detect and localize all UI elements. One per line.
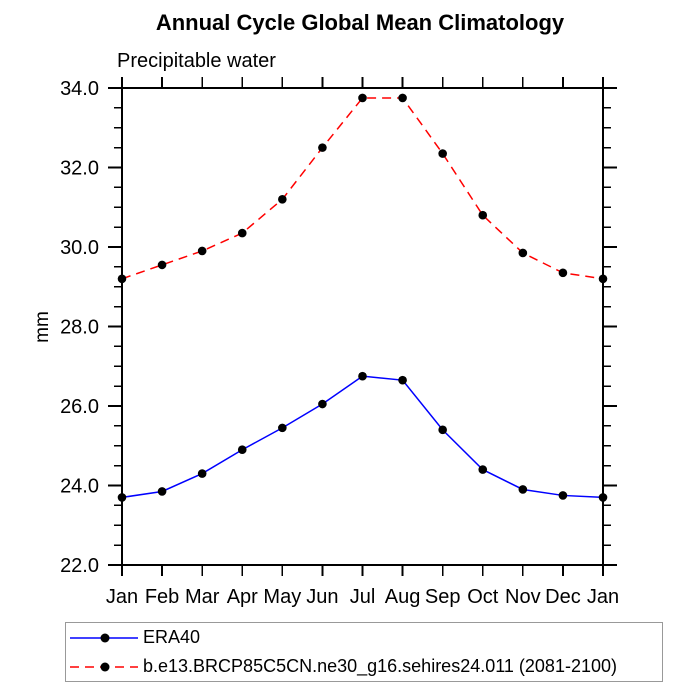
data-point-marker [117,493,127,502]
data-point-marker [278,423,287,433]
legend-box: ERA40 b.e13.BRCP85C5CN.ne30_g16.sehires24… [65,622,663,682]
data-point-marker [398,375,407,385]
legend-marker-dot [100,633,110,642]
chart-subtitle: Precipitable water [117,50,276,72]
data-point-marker [558,268,568,278]
x-tick-label: Dec [545,586,581,608]
y-tick-label: 22.0 [60,555,99,577]
x-tick-label: Sep [425,586,461,608]
x-tick-label: Aug [385,586,421,608]
x-tick-label: Jun [306,586,338,608]
y-tick-label: 34.0 [60,78,99,100]
x-tick-label: Oct [467,586,499,608]
data-point-marker [197,469,207,478]
series-line-0 [121,375,604,499]
legend-row: b.e13.BRCP85C5CN.ne30_g16.sehires24.011 … [68,652,662,681]
data-point-marker [157,260,167,270]
chart-title: Annual Cycle Global Mean Climatology [155,10,565,35]
x-tick-label: Jan [106,586,138,608]
x-tick-label: Mar [185,586,220,608]
data-point-marker [478,210,488,220]
data-point-marker [117,274,127,284]
x-tick-label: Jul [350,586,376,608]
legend-row: ERA40 [68,623,662,652]
data-point-marker [518,248,528,258]
data-point-marker [197,246,207,256]
x-tick-label: Feb [145,586,179,608]
legend-marker-dot [100,662,110,671]
legend-label: ERA40 [143,627,201,647]
legend-sample [70,662,138,671]
data-point-marker [598,274,608,284]
x-tick-label: Apr [227,586,258,608]
y-tick-label: 32.0 [60,158,99,180]
data-point-marker [358,371,367,381]
data-point-marker [237,445,247,455]
y-tick-label: 30.0 [60,237,99,259]
data-point-marker [358,93,367,103]
y-tick-label: 28.0 [60,317,99,339]
data-point-marker [558,491,568,500]
data-point-marker [237,228,247,238]
data-point-marker [157,487,167,496]
legend-sample [70,633,138,642]
y-tick-label: 24.0 [60,476,99,498]
x-tick-label: Nov [505,586,541,608]
data-point-marker [438,425,447,435]
data-point-marker [598,493,608,502]
series-line-1 [121,97,604,280]
x-tick-label: Jan [587,586,619,608]
plot-frame [121,87,604,566]
y-tick-label: 26.0 [60,396,99,418]
data-point-marker [438,149,447,158]
x-tick-label: May [263,586,301,608]
data-point-marker [318,143,327,152]
data-point-marker [478,465,488,474]
data-point-marker [278,195,287,204]
data-point-marker [318,399,327,409]
data-point-marker [518,485,528,494]
data-point-marker [398,93,407,103]
legend-label: b.e13.BRCP85C5CN.ne30_g16.sehires24.011 … [143,656,617,676]
